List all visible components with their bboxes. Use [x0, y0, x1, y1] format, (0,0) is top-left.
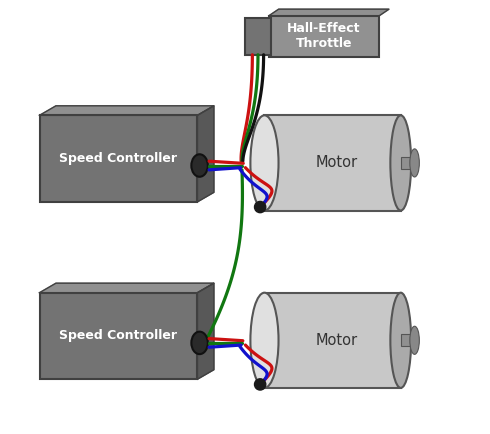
Text: Motor: Motor: [316, 333, 358, 348]
Polygon shape: [40, 283, 214, 293]
Bar: [269, 16, 379, 57]
Circle shape: [254, 379, 266, 390]
Bar: [401, 334, 415, 346]
Ellipse shape: [410, 149, 419, 177]
Bar: [265, 115, 401, 210]
Polygon shape: [197, 283, 214, 379]
Circle shape: [254, 201, 266, 213]
Text: Hall-Effect
Throttle: Hall-Effect Throttle: [287, 23, 361, 50]
Ellipse shape: [250, 115, 278, 210]
Text: Motor: Motor: [316, 155, 358, 171]
Bar: [40, 115, 197, 202]
Ellipse shape: [391, 115, 411, 210]
Ellipse shape: [250, 293, 278, 388]
Polygon shape: [269, 9, 389, 16]
Ellipse shape: [192, 154, 208, 177]
Ellipse shape: [410, 326, 419, 354]
Bar: [245, 18, 271, 55]
Polygon shape: [197, 106, 214, 202]
Bar: [265, 293, 401, 388]
Text: Speed Controller: Speed Controller: [59, 152, 177, 165]
Bar: [40, 293, 197, 379]
Ellipse shape: [192, 332, 208, 354]
Ellipse shape: [391, 293, 411, 388]
Bar: [401, 157, 415, 169]
Text: Speed Controller: Speed Controller: [59, 329, 177, 342]
Polygon shape: [40, 106, 214, 115]
